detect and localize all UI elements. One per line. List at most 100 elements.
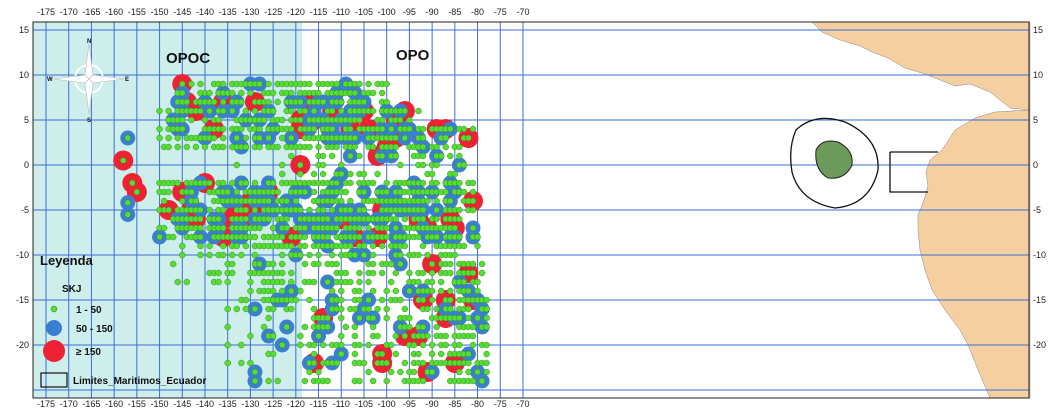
catch-point [179, 251, 186, 259]
catch-point [465, 305, 472, 313]
catch-point [251, 368, 259, 376]
catch-point [242, 215, 250, 223]
catch-point [269, 287, 277, 295]
catch-point [347, 197, 354, 205]
catch-point [383, 179, 390, 187]
catch-point [288, 278, 295, 286]
catch-point [378, 152, 386, 160]
legend-class-3: ≥ 150 [76, 347, 101, 358]
catch-point [419, 152, 427, 160]
catch-point [156, 125, 163, 133]
catch-point [206, 251, 213, 259]
catch-point [447, 287, 454, 295]
catch-point [324, 377, 331, 385]
y-tick-label: -10 [16, 250, 29, 260]
catch-point [378, 125, 386, 133]
catch-point [324, 314, 331, 322]
catch-point [433, 323, 440, 331]
catch-point [219, 206, 227, 214]
catch-point [460, 242, 468, 250]
catch-point [356, 224, 363, 232]
catch-point [469, 332, 477, 340]
catch-point [319, 170, 327, 178]
catch-point [269, 305, 277, 313]
catch-point [306, 143, 313, 151]
catch-point [388, 278, 395, 286]
catch-point [338, 107, 345, 115]
catch-point [483, 314, 490, 322]
x-tick-label: -140 [196, 399, 214, 408]
catch-point [356, 233, 363, 241]
catch-point [269, 350, 277, 358]
x-tick-label: -125 [264, 7, 282, 17]
catch-point [283, 323, 290, 331]
y-tick-label: -15 [1033, 295, 1046, 305]
map-frame [32, 21, 1030, 399]
catch-point [165, 107, 172, 115]
catch-point [251, 305, 259, 313]
catch-point [392, 224, 399, 232]
catch-point [469, 125, 477, 133]
catch-point [224, 323, 231, 331]
catch-point [401, 242, 409, 250]
catch-point [260, 116, 268, 124]
catch-point [269, 224, 277, 232]
catch-point [242, 107, 250, 115]
compass-north-label: N [87, 39, 91, 45]
catch-point [424, 197, 431, 205]
x-tick-label: -150 [151, 399, 169, 408]
catch-point [415, 350, 422, 358]
catch-point [392, 143, 399, 151]
catch-point [233, 188, 240, 196]
catch-point [279, 134, 286, 142]
catch-point [342, 188, 350, 196]
catch-point [469, 260, 477, 268]
catch-point [174, 278, 181, 286]
x-tick-label: -105 [355, 399, 373, 408]
catch-point [229, 89, 236, 97]
catch-point [288, 242, 295, 250]
catch-point [233, 134, 240, 142]
catch-point [374, 170, 381, 178]
catch-point [383, 305, 390, 313]
catch-point [483, 359, 490, 367]
catch-point [279, 260, 286, 268]
catch-point [401, 215, 409, 223]
catch-point [469, 197, 477, 205]
catch-point [397, 260, 404, 268]
catch-point [410, 368, 418, 376]
catch-point [365, 80, 372, 88]
catch-point [469, 377, 477, 385]
catch-point [256, 224, 263, 232]
catch-point [456, 314, 463, 322]
catch-point [215, 215, 222, 223]
catch-point [324, 233, 331, 241]
catch-point [165, 143, 172, 151]
catch-point [424, 332, 431, 340]
x-tick-label: -115 [310, 7, 327, 17]
catch-point [210, 98, 218, 106]
catch-point [251, 107, 259, 115]
catch-point [219, 125, 227, 133]
x-tick-label: -125 [264, 399, 282, 408]
catch-point [465, 134, 472, 142]
catch-point [365, 341, 372, 349]
catch-point [242, 143, 250, 151]
catch-point [369, 143, 377, 151]
ecuador-maritime-limits [790, 117, 938, 209]
catch-point [369, 314, 377, 322]
catch-point [174, 143, 181, 151]
catch-point [292, 296, 300, 304]
catch-point [265, 377, 272, 385]
catch-point [397, 251, 404, 259]
catch-point [356, 116, 363, 124]
catch-point [269, 260, 277, 268]
compass-rose-icon: N S E W [47, 39, 129, 124]
catch-point [238, 98, 245, 106]
catch-point [356, 287, 363, 295]
catch-point [297, 161, 304, 169]
catch-point [456, 341, 463, 349]
y-tick-label: 0 [24, 160, 29, 170]
x-tick-label: -155 [128, 399, 146, 408]
catch-point [156, 107, 163, 115]
